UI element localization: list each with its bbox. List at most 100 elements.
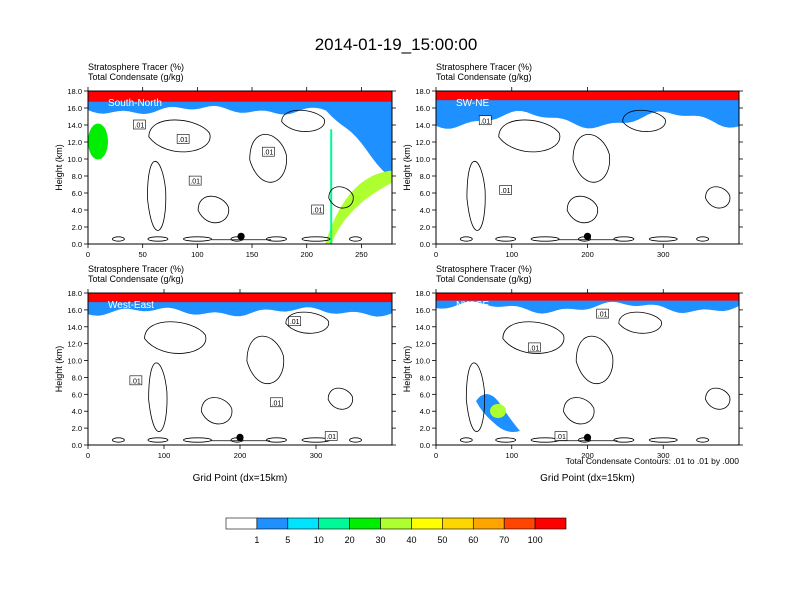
contour-line	[266, 236, 287, 242]
contour-line	[530, 236, 560, 242]
panel-label: West-East	[108, 300, 154, 311]
contour-label-box	[478, 115, 492, 126]
y-tick-label: 18.0	[415, 289, 430, 298]
y-tick-label: 16.0	[415, 104, 430, 113]
contour-note: Total Condensate Contours: .01 to .01 by…	[566, 456, 740, 466]
y-tick-label: 12.0	[415, 340, 430, 349]
y-axis-label: Height (km)	[54, 346, 64, 393]
y-tick-label: 18.0	[67, 289, 82, 298]
contour-label-box	[596, 308, 609, 319]
panel-frame	[87, 90, 393, 245]
y-tick-label: 2.0	[72, 424, 82, 433]
contour-label: .01	[131, 378, 141, 385]
contour-line	[246, 335, 284, 384]
center-marker	[236, 433, 244, 441]
y-axis-label: Height (km)	[402, 346, 412, 393]
contour-label: .01	[598, 312, 608, 319]
contour-line	[183, 236, 212, 242]
contour-line	[495, 437, 517, 443]
contour-line	[281, 109, 325, 132]
y-tick-label: 6.0	[420, 189, 430, 198]
contour-label-box	[311, 204, 324, 215]
y-tick-label: 0.0	[72, 441, 82, 450]
contour-line	[147, 437, 169, 443]
y-tick-label: 4.0	[420, 407, 430, 416]
contour-label: .01	[190, 179, 200, 186]
shade-top	[88, 293, 392, 303]
y-tick-label: 4.0	[420, 206, 430, 215]
contour-label-box	[176, 134, 190, 144]
colorbar-label: 50	[437, 535, 447, 545]
contour-label: .01	[326, 434, 336, 441]
contour-label: .01	[178, 137, 188, 144]
contour-line	[266, 437, 287, 443]
colorbar-swatch	[225, 517, 258, 530]
colorbar-swatch	[380, 517, 412, 530]
y-tick-label: 18.0	[415, 87, 430, 96]
y-tick-label: 18.0	[67, 87, 82, 96]
x-tick-label: 100	[505, 451, 518, 460]
shade-level-1	[436, 91, 739, 129]
y-tick-label: 0.0	[420, 240, 430, 249]
panel-title-condensate: Total Condensate (g/kg)	[436, 72, 532, 82]
y-tick-label: 14.0	[67, 121, 82, 130]
contour-line	[705, 387, 731, 410]
center-marker	[583, 433, 592, 441]
contour-line	[112, 236, 125, 242]
contour-line	[563, 397, 595, 425]
y-tick-label: 8.0	[420, 373, 430, 382]
colorbar-swatch	[318, 517, 350, 530]
plot-area: .01 .01 .01	[436, 293, 739, 443]
panel-label: SW-NE	[456, 98, 489, 109]
x-tick-label: 250	[355, 250, 368, 259]
contour-line	[197, 195, 229, 224]
y-axis-label: Height (km)	[54, 144, 64, 191]
center-marker	[237, 232, 245, 240]
colorbar-label: 100	[528, 535, 543, 545]
x-tick-label: 200	[581, 250, 594, 259]
contour-line	[144, 321, 207, 354]
colorbar-label: 70	[499, 535, 509, 545]
y-tick-label: 12.0	[67, 340, 82, 349]
center-marker	[583, 232, 592, 240]
y-tick-label: 6.0	[72, 189, 82, 198]
contour-label-box	[262, 146, 275, 157]
contour-line	[200, 397, 233, 425]
y-tick-label: 10.0	[67, 155, 82, 164]
shade-blob-core	[490, 404, 506, 418]
contour-line	[648, 437, 678, 443]
colorbar-swatch	[442, 517, 474, 530]
shade-top	[436, 293, 739, 301]
colorbar-swatch	[256, 517, 289, 530]
contour-line	[705, 186, 731, 209]
shade-slant	[325, 170, 392, 244]
y-tick-label: 6.0	[420, 390, 430, 399]
contour-line	[566, 195, 598, 223]
colorbar-swatch	[287, 517, 320, 530]
y-tick-label: 0.0	[72, 240, 82, 249]
contour-line	[148, 362, 168, 432]
panel-title-tracer: Stratosphere Tracer (%)	[436, 62, 532, 72]
panel-title-tracer: Stratosphere Tracer (%)	[436, 264, 532, 274]
colorbar-label: 20	[345, 535, 355, 545]
contour-line	[613, 437, 635, 443]
panel-title-tracer: Stratosphere Tracer (%)	[88, 62, 184, 72]
contour-label-box	[288, 316, 302, 327]
contour-line	[502, 321, 565, 354]
panel-west-east: .01 .01 .01 .01 West-East Stratosphere Tracer…	[54, 264, 396, 484]
y-tick-label: 12.0	[67, 138, 82, 147]
x-tick-label: 100	[505, 250, 518, 259]
contour-line	[327, 387, 353, 410]
contour-line	[498, 119, 561, 153]
x-axis-label: Grid Point (dx=15km)	[540, 473, 635, 484]
y-tick-label: 8.0	[72, 373, 82, 382]
panel-label: South-North	[108, 98, 162, 109]
colorbar-swatch	[411, 517, 443, 530]
plot-area: .01 .01 .01 .01	[88, 293, 392, 443]
shade-top	[88, 91, 392, 102]
contour-label-box	[499, 185, 512, 195]
colorbar-label: 60	[468, 535, 478, 545]
plot-area: .01 .01	[436, 91, 739, 242]
contour-line	[572, 133, 610, 183]
